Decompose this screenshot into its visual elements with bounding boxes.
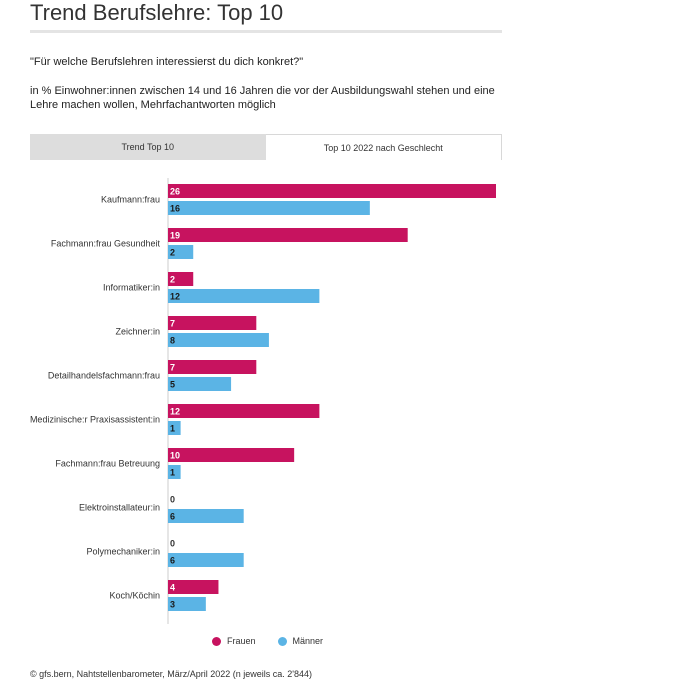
bar-maenner[interactable] xyxy=(168,597,206,611)
tab-top-10-nach-geschlecht[interactable]: Top 10 2022 nach Geschlecht xyxy=(265,134,502,160)
data-label: 5 xyxy=(170,380,175,390)
data-label: 12 xyxy=(170,407,180,417)
category-label: Koch/Köchin xyxy=(109,591,160,601)
category-label: Polymechaniker:in xyxy=(86,547,160,557)
legend-label-frauen: Frauen xyxy=(227,636,256,646)
data-label: 7 xyxy=(170,363,175,373)
category-label: Detailhandelsfachmann:frau xyxy=(48,371,160,381)
chart-subtitle: in % Einwohner:innen zwischen 14 und 16 … xyxy=(30,85,495,111)
tab-bar: Trend Top 10 Top 10 2022 nach Geschlecht xyxy=(30,134,502,160)
data-label: 26 xyxy=(170,187,180,197)
legend-item-frauen[interactable]: Frauen xyxy=(212,636,256,646)
category-label: Elektroinstallateur:in xyxy=(79,503,160,513)
bar-maenner[interactable] xyxy=(168,377,232,391)
survey-question: "Für welche Berufslehren interessierst d… xyxy=(30,56,304,68)
bar-frauen[interactable] xyxy=(168,404,320,418)
data-label: 4 xyxy=(170,583,175,593)
category-label: Medizinische:r Praxisassistent:in xyxy=(30,415,160,425)
category-label: Zeichner:in xyxy=(115,327,160,337)
source-note: © gfs.bern, Nahtstellenbarometer, März/A… xyxy=(30,669,312,679)
legend-item-maenner[interactable]: Männer xyxy=(277,636,324,646)
bar-frauen[interactable] xyxy=(168,184,496,198)
data-label: 1 xyxy=(170,468,175,478)
data-label: 6 xyxy=(170,556,175,566)
bar-maenner[interactable] xyxy=(168,333,269,347)
category-label: Fachmann:frau Gesundheit xyxy=(51,239,161,249)
data-label: 1 xyxy=(170,424,175,434)
legend-swatch-maenner xyxy=(277,636,287,646)
bar-maenner[interactable] xyxy=(168,421,181,435)
page-title: Trend Berufslehre: Top 10 xyxy=(30,0,284,25)
data-label: 6 xyxy=(170,512,175,522)
category-label: Fachmann:frau Betreuung xyxy=(55,459,160,469)
bar-frauen[interactable] xyxy=(168,448,295,462)
title-divider xyxy=(30,30,502,33)
category-label: Informatiker:in xyxy=(103,283,160,293)
data-label: 0 xyxy=(170,539,175,549)
data-label: 3 xyxy=(170,600,175,610)
bar-frauen[interactable] xyxy=(168,580,219,594)
data-label: 8 xyxy=(170,336,175,346)
legend-label-maenner: Männer xyxy=(292,636,324,646)
bar-maenner[interactable] xyxy=(168,201,370,215)
bar-maenner[interactable] xyxy=(168,465,181,479)
bar-frauen[interactable] xyxy=(168,272,194,286)
data-label: 2 xyxy=(170,248,175,258)
bar-frauen[interactable] xyxy=(168,316,257,330)
chart-legend: Frauen Männer xyxy=(212,636,323,646)
data-label: 0 xyxy=(170,495,175,505)
tab-trend-top-10[interactable]: Trend Top 10 xyxy=(30,134,266,160)
bar-maenner[interactable] xyxy=(168,289,320,303)
data-label: 7 xyxy=(170,319,175,329)
data-label: 2 xyxy=(170,275,175,285)
bar-maenner[interactable] xyxy=(168,245,194,259)
category-label: Kaufmann:frau xyxy=(101,195,160,205)
legend-swatch-frauen xyxy=(212,636,221,646)
bar-maenner[interactable] xyxy=(168,553,244,567)
bar-frauen[interactable] xyxy=(168,228,408,242)
data-label: 16 xyxy=(170,204,180,214)
data-label: 19 xyxy=(170,231,180,241)
bar-frauen[interactable] xyxy=(168,360,257,374)
bar-maenner[interactable] xyxy=(168,509,244,523)
data-label: 12 xyxy=(170,292,180,302)
data-label: 10 xyxy=(170,451,180,461)
